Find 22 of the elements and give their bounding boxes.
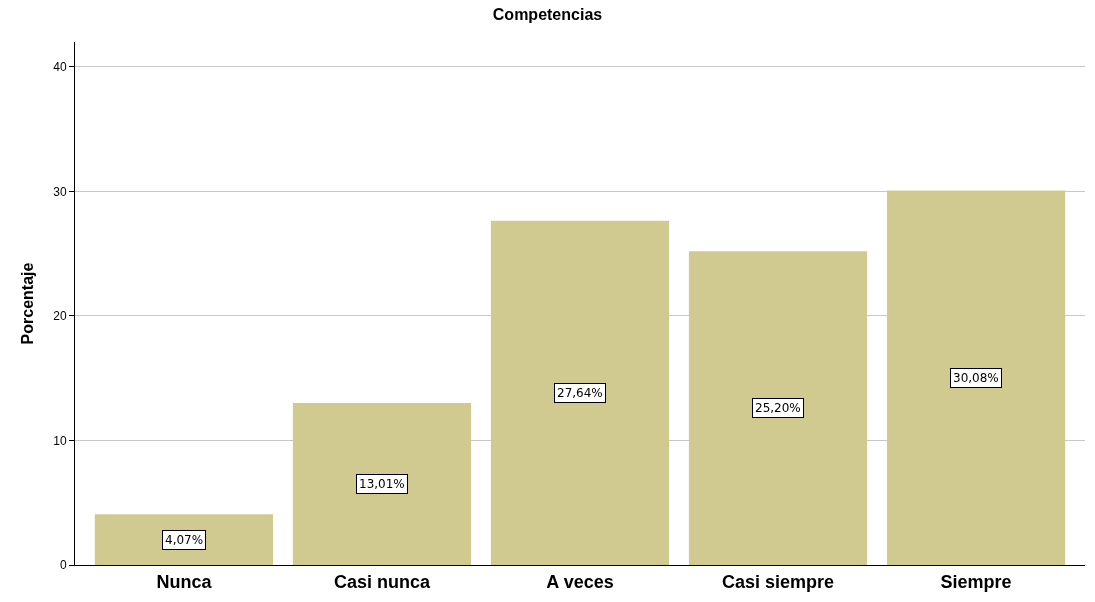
x-tick-label: A veces [546, 571, 614, 592]
y-tick-label: 0 [59, 558, 67, 573]
data-label: 4,07% [165, 533, 204, 547]
bar [490, 220, 670, 565]
x-tick-label: Casi nunca [333, 571, 431, 592]
x-tick-label: Nunca [156, 571, 213, 592]
x-tick-label: Siempre [940, 571, 1012, 592]
bar [94, 514, 274, 565]
bar [292, 402, 472, 565]
bar [886, 190, 1066, 565]
y-tick-label: 10 [53, 433, 67, 448]
y-tick-label: 30 [53, 184, 67, 199]
data-label: 25,20% [755, 401, 801, 415]
y-tick-label: 40 [53, 60, 67, 75]
x-tick-label: Casi siempre [722, 571, 835, 592]
y-tick-label: 20 [53, 309, 67, 324]
bar [688, 251, 868, 565]
chart-title: Competencias [492, 6, 603, 24]
data-label: 13,01% [359, 477, 405, 491]
y-axis-title: Porcentaje [19, 262, 37, 345]
data-label: 30,08% [953, 371, 999, 385]
data-label: 27,64% [557, 386, 603, 400]
